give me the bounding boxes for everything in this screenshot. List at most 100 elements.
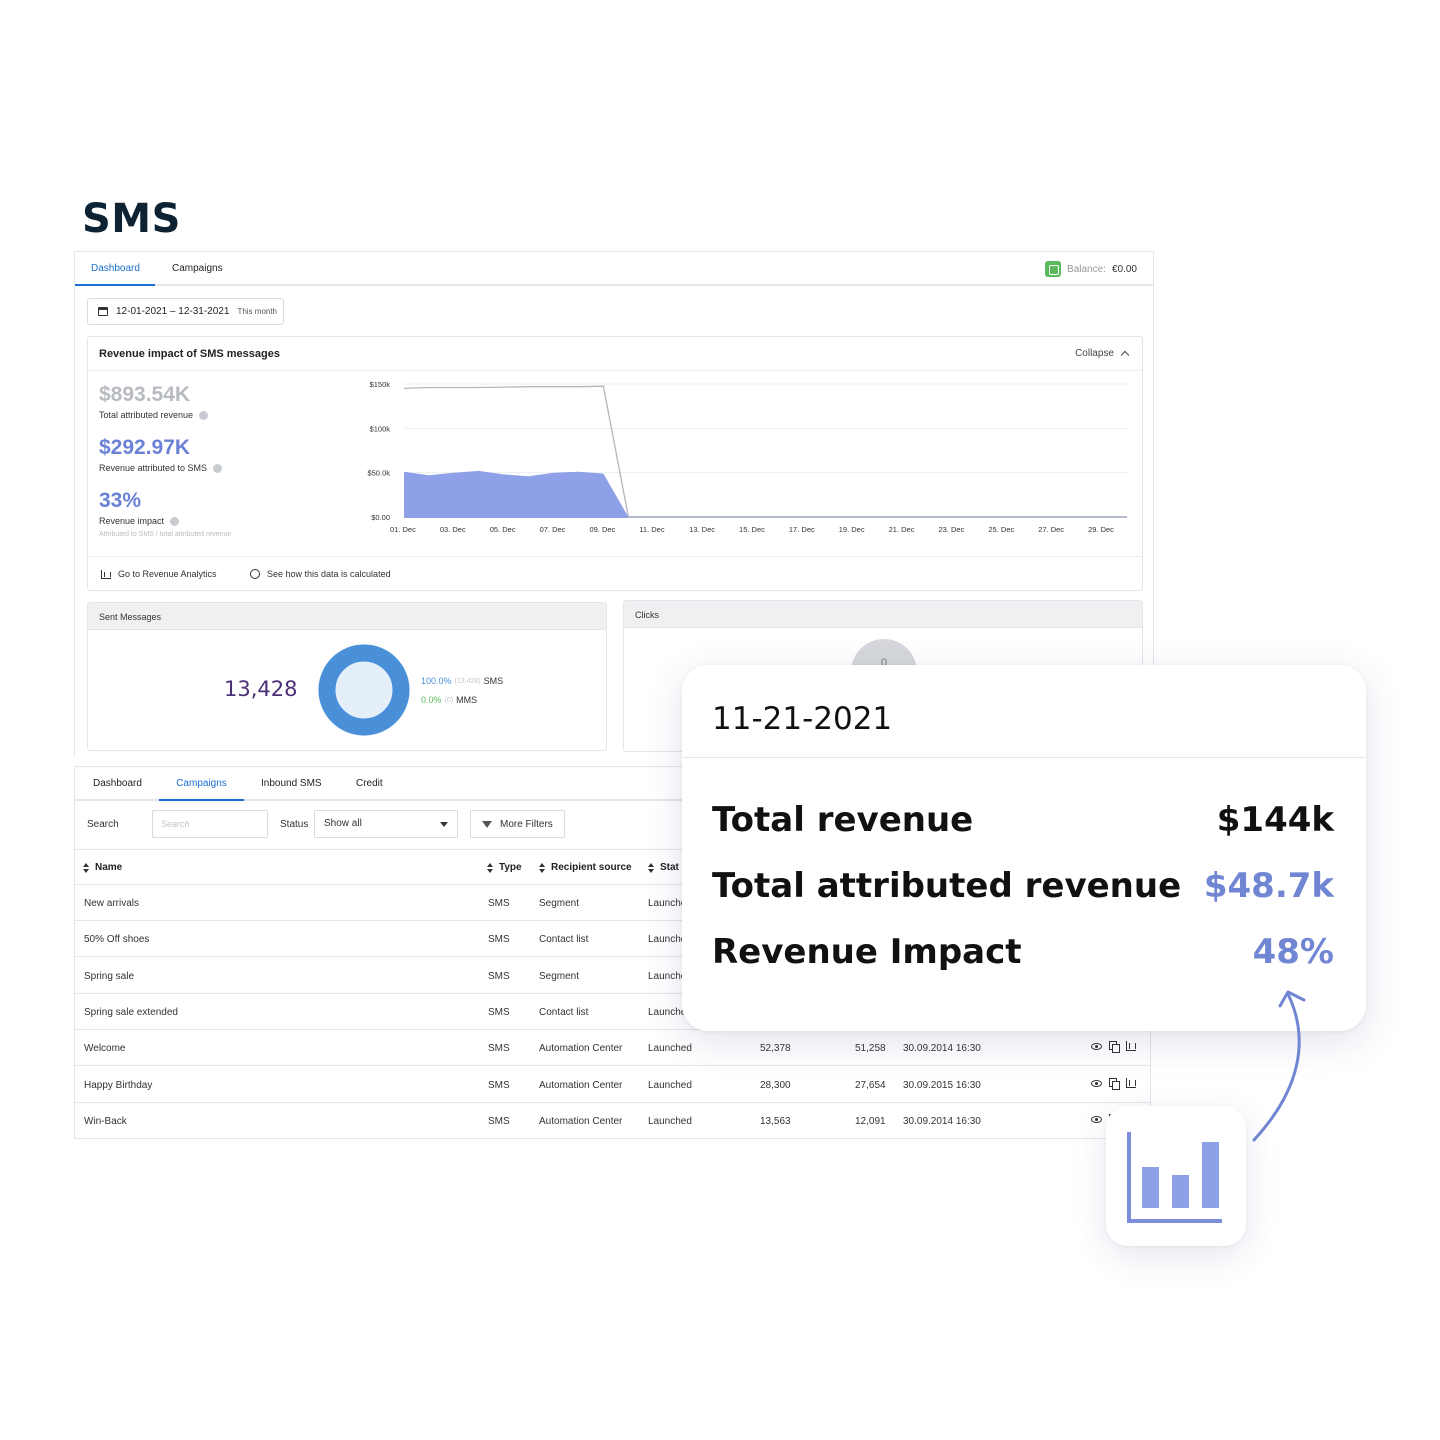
top-tab-bar: Dashboard Campaigns Balance: €0.00 [75,252,1153,286]
y-tick-label: $100k [370,424,391,433]
more-filters-button[interactable]: More Filters [470,810,565,838]
eye-icon[interactable] [1091,1079,1102,1087]
cell-date: 30.09.2015 16:30 [903,1079,981,1091]
x-tick-label: 19. Dec [839,525,865,534]
legend-mms-pct: 0.0% [421,695,442,705]
status-label: Status [280,819,309,830]
tooltip-label: Revenue Impact [712,932,1022,972]
table-row[interactable]: Welcome SMS Automation Center Launched 52,37… [75,1030,1150,1067]
x-tick-label: 05. Dec [490,525,516,534]
bar-chart-icon [1127,1132,1222,1223]
cell-recipient-source: Segment [539,970,580,982]
cell-name: 50% Off shoes [84,934,150,946]
kpi-impact-note: Attributed to SMS / total attributed rev… [99,531,232,538]
balance-indicator: Balance: €0.00 [1045,261,1137,277]
table-row[interactable]: Spring sale extended SMS Contact list Launc… [75,994,1150,1030]
revenue-box-title: Revenue impact of SMS messages [99,348,280,360]
cell-delivered: 12,091 [855,1115,886,1127]
legend-sms-pct: 100.0% [421,676,452,686]
table-header: Name Type Recipient source Stat [75,849,1150,885]
tooltip-divider [682,757,1366,758]
date-range-picker[interactable]: 12-01-2021 – 12-31-2021 This month [87,298,284,325]
caret-down-icon [440,822,448,827]
help-icon[interactable] [213,463,223,473]
collapse-label: Collapse [1075,348,1114,359]
cell-name: Win-Back [84,1115,127,1127]
row-actions [1091,1041,1136,1054]
cell-sent: 13,563 [760,1115,791,1127]
cell-type: SMS [488,1115,510,1127]
stats-icon[interactable] [1126,1077,1136,1088]
cell-name: Happy Birthday [84,1079,153,1091]
x-tick-label: 03. Dec [440,525,466,534]
tab-campaigns[interactable]: Campaigns [159,767,244,801]
cell-type: SMS [488,1079,510,1091]
column-header-status[interactable]: Stat [648,862,679,873]
y-tick-label: $0.00 [371,513,390,522]
row-actions [1091,1077,1136,1090]
revenue-analytics-link[interactable]: Go to Revenue Analytics [101,569,217,579]
y-tick-label: $50.0k [367,469,390,478]
copy-icon[interactable] [1109,1077,1120,1090]
table-row[interactable]: 50% Off shoes SMS Contact list Launche [75,921,1150,958]
revenue-analytics-label: Go to Revenue Analytics [118,569,217,579]
tab-dashboard[interactable]: Dashboard [75,252,155,286]
column-header-type[interactable]: Type [487,862,522,873]
table-row[interactable]: Win-Back SMS Automation Center Launched 13,5… [75,1103,1150,1139]
cell-status: Launched [648,1043,692,1055]
wallet-icon [1045,261,1062,277]
table-row[interactable]: New arrivals SMS Segment Launche [75,885,1150,921]
clicks-title: Clicks [624,601,1142,628]
legend-mms: 0.0% (0) MMS [421,695,477,705]
x-tick-label: 29. Dec [1088,525,1114,534]
kpi-impact: 33% Revenue impact Attributed to SMS / t… [99,489,231,538]
eye-icon[interactable] [1091,1043,1102,1051]
dashboard-panel: Dashboard Campaigns Balance: €0.00 12-01… [74,251,1154,757]
tooltip-value: $144k [1216,800,1334,840]
cell-delivered: 27,654 [855,1079,886,1091]
line-series [403,385,1127,518]
calculation-info-link[interactable]: See how this data is calculated [250,569,391,579]
legend-sms-label: SMS [483,676,504,686]
date-preset: This month [237,307,278,316]
sort-icon [539,862,545,873]
sort-icon [487,862,493,873]
x-tick-label: 21. Dec [889,525,915,534]
cell-recipient-source: Contact list [539,934,589,946]
x-tick-label: 25. Dec [988,525,1014,534]
kpi-sms: $292.97K Revenue attributed to SMS [99,436,223,473]
cell-status: Launched [648,1115,692,1127]
collapse-button[interactable]: Collapse [1075,348,1130,360]
cell-date: 30.09.2014 16:30 [903,1043,981,1055]
legend-mms-label: MMS [456,695,478,705]
kpi-sms-label: Revenue attributed to SMS [99,463,208,473]
column-header-label: Type [499,862,522,873]
search-input[interactable] [152,810,268,838]
x-tick-label: 01. Dec [390,525,416,534]
table-row[interactable]: Happy Birthday SMS Automation Center Launch… [75,1067,1150,1103]
table-row[interactable]: Spring sale SMS Segment Launche [75,958,1150,994]
tab-credit[interactable]: Credit [356,778,383,789]
cell-type: SMS [488,1006,510,1018]
column-header-name[interactable]: Name [83,862,122,873]
copy-icon[interactable] [1109,1041,1120,1054]
help-icon[interactable] [170,516,180,526]
help-icon[interactable] [199,410,209,420]
column-header-recipient-source[interactable]: Recipient source [539,862,632,873]
tab-dashboard[interactable]: Dashboard [93,778,142,789]
cell-recipient-source: Contact list [539,1006,589,1018]
calendar-icon [98,307,108,316]
stats-icon[interactable] [1126,1041,1136,1052]
cell-recipient-source: Automation Center [539,1079,623,1091]
cell-recipient-source: Segment [539,898,580,909]
tab-inbound-sms[interactable]: Inbound SMS [261,778,322,789]
cell-type: SMS [488,898,510,909]
cell-delivered: 51,258 [855,1043,886,1055]
more-filters-label: More Filters [500,818,553,830]
sort-icon [648,862,654,873]
status-select[interactable]: Show all [314,810,458,838]
eye-icon[interactable] [1091,1115,1102,1123]
column-header-label: Name [95,862,123,873]
cell-sent: 28,300 [760,1079,791,1091]
tab-campaigns[interactable]: Campaigns [172,263,223,274]
